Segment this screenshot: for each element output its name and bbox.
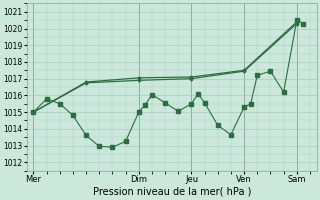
X-axis label: Pression niveau de la mer( hPa ): Pression niveau de la mer( hPa ) (92, 187, 251, 197)
